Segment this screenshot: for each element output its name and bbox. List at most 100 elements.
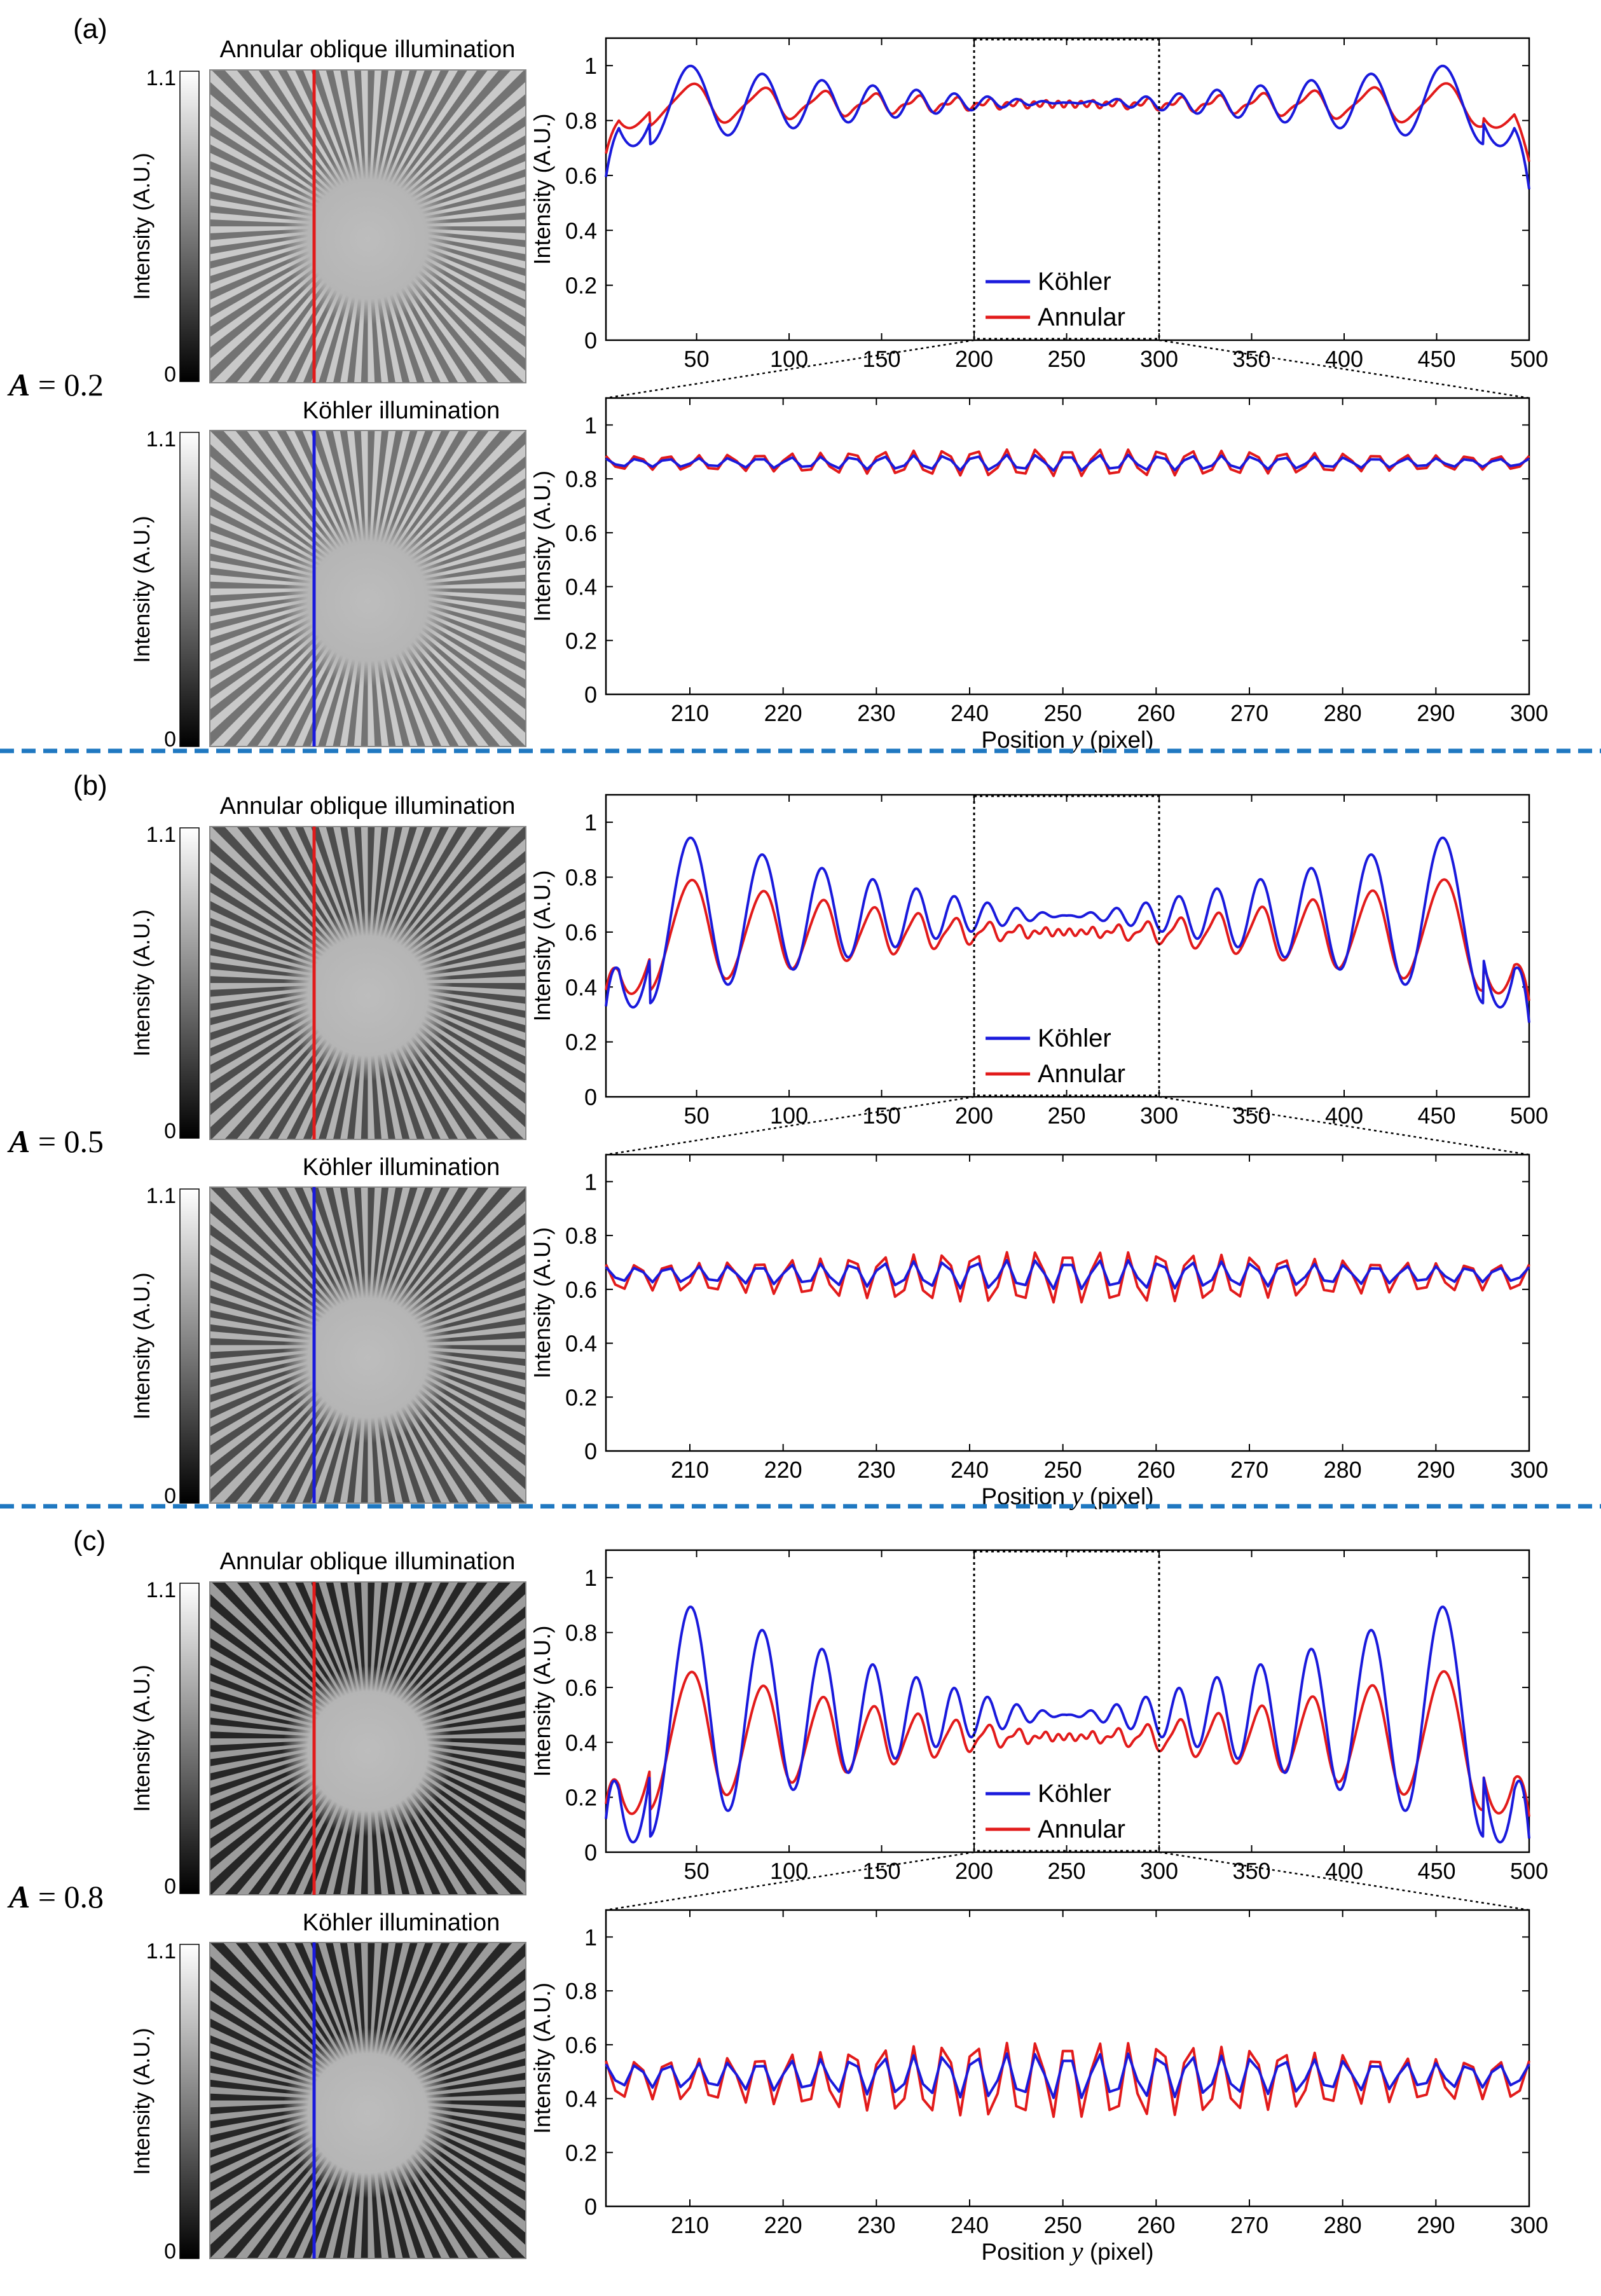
a-value: = 0.2 <box>30 367 104 402</box>
x-tick-label: 100 <box>770 1103 808 1129</box>
x-tick-label: 350 <box>1232 1858 1270 1884</box>
starburst-center <box>282 1272 453 1443</box>
x-tick-label: 260 <box>1137 1457 1175 1483</box>
y-tick-label: 1 <box>584 1565 597 1591</box>
x-tick-label: 220 <box>764 700 802 726</box>
x-axis-label: Position y (pixel) <box>981 2236 1153 2265</box>
starburst-center <box>282 1665 453 1837</box>
x-tick-label: 500 <box>1510 1858 1548 1884</box>
image-kohler <box>209 1942 526 2259</box>
colorbar-kohler: 1.1 0 Intensity (A.U.) <box>130 427 200 752</box>
x-tick-label: 50 <box>684 1858 710 1884</box>
zoom-region-box <box>973 38 1160 340</box>
colorbar-max-label: 1.1 <box>146 427 176 451</box>
x-tick-label: 250 <box>1044 700 1082 726</box>
image-border <box>209 430 526 747</box>
panel-label: (b) <box>73 770 107 801</box>
x-tick-label: 300 <box>1140 1103 1178 1129</box>
x-tick-label: 200 <box>955 346 993 372</box>
x-tick-label: 210 <box>671 2212 709 2238</box>
x-axis-label-var: y <box>1069 724 1083 753</box>
zoom-region-box <box>973 795 1160 1097</box>
x-tick-label: 150 <box>863 1103 901 1129</box>
y-tick-label: 0.4 <box>565 1729 597 1756</box>
colorbar-min-label: 0 <box>164 1119 176 1143</box>
series-line-annular <box>605 878 1530 1001</box>
x-tick-label: 270 <box>1230 700 1268 726</box>
x-tick-label: 280 <box>1324 2212 1362 2238</box>
image-title-kohler: Köhler illumination <box>303 1909 500 1936</box>
x-axis-label-post: (pixel) <box>1083 2239 1154 2265</box>
x-tick-label: 500 <box>1510 346 1548 372</box>
colorbar-title: Intensity (A.U.) <box>130 909 155 1056</box>
colorbar-title: Intensity (A.U.) <box>130 1272 155 1419</box>
x-tick-label: 200 <box>955 1103 993 1129</box>
y-tick-label: 1 <box>584 809 597 835</box>
colorbar-annular: 1.1 0 Intensity (A.U.) <box>130 823 200 1143</box>
image-border <box>209 1942 526 2259</box>
legend-label-annular: Annular <box>1038 1815 1125 1843</box>
x-tick-label: 280 <box>1324 700 1362 726</box>
y-tick-label: 0 <box>584 1084 597 1110</box>
colorbar-annular: 1.1 0 Intensity (A.U.) <box>130 1578 200 1899</box>
zoom-region-box <box>973 1550 1160 1852</box>
x-tick-label: 270 <box>1230 1457 1268 1483</box>
a-symbol: A <box>7 1124 30 1159</box>
y-tick-label: 0 <box>584 1438 597 1464</box>
colorbar-min-label: 0 <box>164 727 176 752</box>
colorbar-kohler: 1.1 0 Intensity (A.U.) <box>130 1184 200 1508</box>
colorbar-gradient <box>179 432 200 747</box>
x-tick-label: 450 <box>1417 346 1455 372</box>
y-tick-label: 0 <box>584 1839 597 1866</box>
colorbar-max-label: 1.1 <box>146 1939 176 1963</box>
image-annular <box>209 1581 526 1895</box>
a-value: = 0.8 <box>30 1879 104 1914</box>
y-axis-label: Intensity (A.U.) <box>529 1227 555 1378</box>
image-kohler <box>209 430 526 747</box>
x-axis-label-pre: Position <box>981 2239 1071 2265</box>
plot-frame <box>605 1549 1530 1853</box>
y-tick-label: 1 <box>584 1169 597 1195</box>
x-tick-label: 100 <box>770 1858 808 1884</box>
x-tick-label: 300 <box>1510 700 1548 726</box>
x-tick-label: 50 <box>684 346 710 372</box>
starburst-center <box>282 516 453 687</box>
colorbar-max-label: 1.1 <box>146 1184 176 1208</box>
y-tick-label: 0.8 <box>565 1620 597 1646</box>
y-tick-label: 0.2 <box>565 273 597 299</box>
y-tick-label: 0.6 <box>565 520 597 546</box>
y-axis-label: Intensity (A.U.) <box>529 1983 555 2134</box>
image-border <box>209 69 526 383</box>
x-tick-label: 230 <box>857 1457 895 1483</box>
x-tick-label: 210 <box>671 1457 709 1483</box>
series-line-kohler <box>605 1259 1530 1290</box>
chart-b-zoom: 0 0.2 0.4 0.6 0.8 1 210 220 230 240 250 260 270 280 29… <box>529 1153 1548 1510</box>
x-tick-label: 240 <box>951 2212 989 2238</box>
x-tick-label: 450 <box>1417 1103 1455 1129</box>
colorbar-title: Intensity (A.U.) <box>130 1665 155 1811</box>
x-tick-label: 250 <box>1044 1457 1082 1483</box>
y-tick-label: 0.4 <box>565 574 597 600</box>
colorbar-min-label: 0 <box>164 2239 176 2264</box>
x-tick-label: 150 <box>863 1858 901 1884</box>
a-value: = 0.5 <box>30 1124 104 1159</box>
a-symbol: A <box>7 1879 30 1914</box>
x-tick-label: 400 <box>1325 1103 1363 1129</box>
x-axis-label: Position y (pixel) <box>981 724 1153 753</box>
y-tick-label: 1 <box>584 53 597 79</box>
zoom-connector-left <box>605 1096 975 1156</box>
a-symbol: A <box>7 367 30 402</box>
image-kohler <box>209 1186 526 1504</box>
x-tick-label: 400 <box>1325 1858 1363 1884</box>
a-parameter-label: A = 0.2 <box>7 367 104 402</box>
plot-frame <box>605 397 1530 696</box>
a-parameter-label: A = 0.8 <box>7 1879 104 1914</box>
y-tick-label: 0.2 <box>565 1029 597 1055</box>
x-tick-label: 400 <box>1325 346 1363 372</box>
zoom-connector-left <box>605 1851 975 1911</box>
image-border <box>209 826 526 1140</box>
y-tick-label: 1 <box>584 1924 597 1950</box>
y-tick-label: 0.2 <box>565 2140 597 2166</box>
x-tick-label: 350 <box>1232 1103 1270 1129</box>
